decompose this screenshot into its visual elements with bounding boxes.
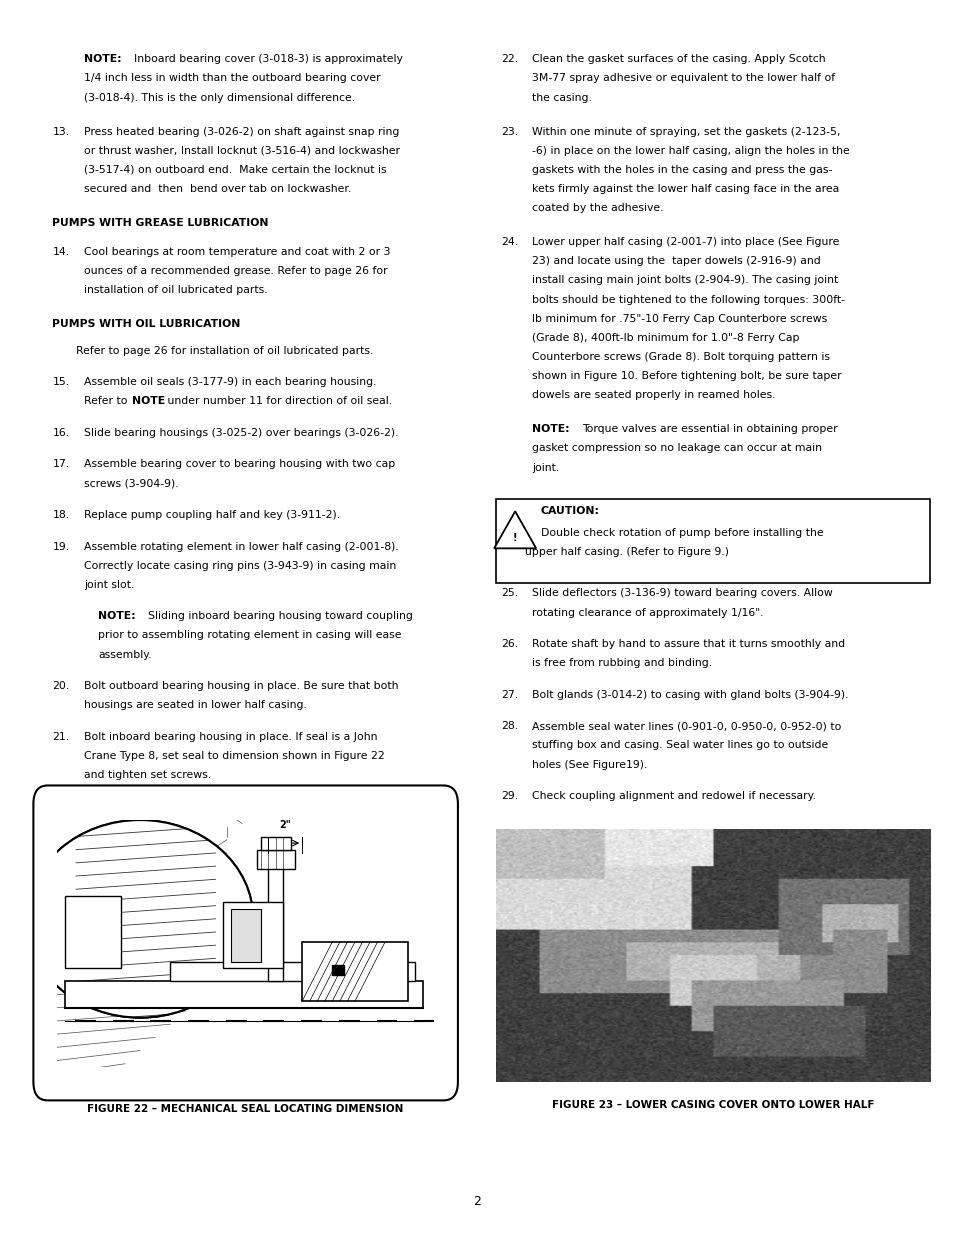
Text: Bolt outboard bearing housing in place. Be sure that both: Bolt outboard bearing housing in place. …: [84, 680, 398, 692]
Text: 2: 2: [473, 1194, 480, 1208]
Text: Double check rotation of pump before installing the: Double check rotation of pump before ins…: [540, 527, 822, 538]
Text: Assemble seal water lines (0-901-0, 0-950-0, 0-952-0) to: Assemble seal water lines (0-901-0, 0-95…: [532, 721, 841, 731]
Text: 29.: 29.: [500, 790, 517, 802]
Text: NOTE:: NOTE:: [532, 424, 569, 435]
Bar: [496, 499, 929, 583]
Text: Clean the gasket surfaces of the casing. Apply Scotch: Clean the gasket surfaces of the casing.…: [532, 54, 825, 64]
Text: housings are seated in lower half casing.: housings are seated in lower half casing…: [84, 700, 307, 710]
Polygon shape: [494, 511, 536, 548]
Text: install casing main joint bolts (2-904-9). The casing joint: install casing main joint bolts (2-904-9…: [532, 275, 838, 285]
Text: Assemble oil seals (3-177-9) in each bearing housing.: Assemble oil seals (3-177-9) in each bea…: [84, 377, 376, 388]
Text: PUMPS WITH OIL LUBRICATION: PUMPS WITH OIL LUBRICATION: [52, 319, 240, 330]
Text: shown in Figure 10. Before tightening bolt, be sure taper: shown in Figure 10. Before tightening bo…: [532, 370, 841, 382]
Text: FIGURE 22 – MECHANICAL SEAL LOCATING DIMENSION: FIGURE 22 – MECHANICAL SEAL LOCATING DIM…: [88, 1104, 403, 1114]
Text: coated by the adhesive.: coated by the adhesive.: [532, 203, 663, 214]
Text: Within one minute of spraying, set the gaskets (2-123-5,: Within one minute of spraying, set the g…: [532, 126, 840, 137]
Text: or thrust washer, Install locknut (3-516-4) and lockwasher: or thrust washer, Install locknut (3-516…: [84, 146, 399, 156]
Text: 16.: 16.: [52, 427, 70, 438]
Text: 13.: 13.: [52, 126, 70, 137]
Text: Torque valves are essential in obtaining proper: Torque valves are essential in obtaining…: [581, 424, 837, 435]
Text: Slide deflectors (3-136-9) toward bearing covers. Allow: Slide deflectors (3-136-9) toward bearin…: [532, 588, 832, 599]
Text: FIGURE 23 – LOWER CASING COVER ONTO LOWER HALF: FIGURE 23 – LOWER CASING COVER ONTO LOWE…: [551, 1100, 874, 1110]
Text: NOTE: NOTE: [132, 396, 165, 406]
Text: !: !: [513, 534, 517, 543]
Text: dowels are seated properly in reamed holes.: dowels are seated properly in reamed hol…: [532, 390, 775, 400]
Text: 27.: 27.: [500, 689, 517, 700]
Text: 17.: 17.: [52, 459, 70, 469]
Text: bolts should be tightened to the following torques: 300ft-: bolts should be tightened to the followi…: [532, 294, 844, 305]
Text: Replace pump coupling half and key (3-911-2).: Replace pump coupling half and key (3-91…: [84, 510, 339, 520]
Text: 21.: 21.: [52, 731, 70, 742]
Text: joint.: joint.: [532, 462, 559, 473]
Text: installation of oil lubricated parts.: installation of oil lubricated parts.: [84, 285, 267, 295]
Text: (Grade 8), 400ft-lb minimum for 1.0"-8 Ferry Cap: (Grade 8), 400ft-lb minimum for 1.0"-8 F…: [532, 332, 799, 343]
Text: prior to assembling rotating element in casing will ease: prior to assembling rotating element in …: [98, 630, 401, 641]
Text: NOTE:: NOTE:: [98, 611, 135, 621]
Text: -6) in place on the lower half casing, align the holes in the: -6) in place on the lower half casing, a…: [532, 146, 849, 156]
Text: Press heated bearing (3-026-2) on shaft against snap ring: Press heated bearing (3-026-2) on shaft …: [84, 126, 399, 137]
Text: NOTE:: NOTE:: [84, 54, 121, 64]
Text: 26.: 26.: [500, 638, 517, 650]
Text: Inboard bearing cover (3-018-3) is approximately: Inboard bearing cover (3-018-3) is appro…: [133, 54, 402, 64]
Text: holes (See Figure19).: holes (See Figure19).: [532, 760, 647, 769]
Text: screws (3-904-9).: screws (3-904-9).: [84, 478, 178, 489]
Text: secured and  then  bend over tab on lockwasher.: secured and then bend over tab on lockwa…: [84, 184, 351, 194]
Text: gasket compression so no leakage can occur at main: gasket compression so no leakage can occ…: [532, 443, 821, 453]
Text: Sliding inboard bearing housing toward coupling: Sliding inboard bearing housing toward c…: [148, 611, 413, 621]
Text: upper half casing. (Refer to Figure 9.): upper half casing. (Refer to Figure 9.): [524, 547, 728, 557]
Text: 1/4 inch less in width than the outboard bearing cover: 1/4 inch less in width than the outboard…: [84, 74, 380, 84]
Text: gaskets with the holes in the casing and press the gas-: gaskets with the holes in the casing and…: [532, 164, 832, 175]
Text: (3-517-4) on outboard end.  Make certain the locknut is: (3-517-4) on outboard end. Make certain …: [84, 164, 386, 175]
Text: and tighten set screws.: and tighten set screws.: [84, 769, 211, 781]
Text: the casing.: the casing.: [532, 93, 592, 103]
FancyBboxPatch shape: [33, 785, 457, 1100]
Text: is free from rubbing and binding.: is free from rubbing and binding.: [532, 658, 712, 668]
Text: 18.: 18.: [52, 510, 70, 520]
Text: Bolt inboard bearing housing in place. If seal is a John: Bolt inboard bearing housing in place. I…: [84, 731, 377, 742]
Text: 28.: 28.: [500, 721, 517, 731]
Text: 20.: 20.: [52, 680, 70, 692]
Text: 14.: 14.: [52, 247, 70, 257]
Text: 23) and locate using the  taper dowels (2-916-9) and: 23) and locate using the taper dowels (2…: [532, 256, 821, 267]
Text: 15.: 15.: [52, 377, 70, 388]
Text: PUMPS WITH GREASE LUBRICATION: PUMPS WITH GREASE LUBRICATION: [52, 217, 269, 228]
Text: Crane Type 8, set seal to dimension shown in Figure 22: Crane Type 8, set seal to dimension show…: [84, 751, 384, 761]
Text: Cool bearings at room temperature and coat with 2 or 3: Cool bearings at room temperature and co…: [84, 247, 390, 257]
Text: 25.: 25.: [500, 588, 517, 599]
Text: Bolt glands (3-014-2) to casing with gland bolts (3-904-9).: Bolt glands (3-014-2) to casing with gla…: [532, 689, 848, 700]
Text: under number 11 for direction of oil seal.: under number 11 for direction of oil sea…: [164, 396, 392, 406]
Text: joint slot.: joint slot.: [84, 579, 134, 590]
Text: Lower upper half casing (2-001-7) into place (See Figure: Lower upper half casing (2-001-7) into p…: [532, 237, 839, 247]
Text: Check coupling alignment and redowel if necessary.: Check coupling alignment and redowel if …: [532, 790, 816, 802]
Text: stuffing box and casing. Seal water lines go to outside: stuffing box and casing. Seal water line…: [532, 740, 828, 751]
Text: Slide bearing housings (3-025-2) over bearings (3-026-2).: Slide bearing housings (3-025-2) over be…: [84, 427, 398, 438]
Text: Counterbore screws (Grade 8). Bolt torquing pattern is: Counterbore screws (Grade 8). Bolt torqu…: [532, 352, 829, 362]
Text: CAUTION:: CAUTION:: [540, 506, 599, 516]
Text: Assemble bearing cover to bearing housing with two cap: Assemble bearing cover to bearing housin…: [84, 459, 395, 469]
Text: Refer to: Refer to: [84, 396, 131, 406]
Text: rotating clearance of approximately 1/16".: rotating clearance of approximately 1/16…: [532, 608, 763, 618]
Text: kets firmly against the lower half casing face in the area: kets firmly against the lower half casin…: [532, 184, 839, 194]
Text: ounces of a recommended grease. Refer to page 26 for: ounces of a recommended grease. Refer to…: [84, 266, 387, 277]
Text: Refer to page 26 for installation of oil lubricated parts.: Refer to page 26 for installation of oil…: [76, 346, 374, 356]
Text: assembly.: assembly.: [98, 650, 152, 659]
Text: lb minimum for .75"-10 Ferry Cap Counterbore screws: lb minimum for .75"-10 Ferry Cap Counter…: [532, 314, 826, 324]
Text: 3M-77 spray adhesive or equivalent to the lower half of: 3M-77 spray adhesive or equivalent to th…: [532, 74, 835, 84]
Text: 22.: 22.: [500, 54, 517, 64]
Text: 23.: 23.: [500, 126, 517, 137]
Text: 24.: 24.: [500, 237, 517, 247]
Text: (3-018-4). This is the only dimensional difference.: (3-018-4). This is the only dimensional …: [84, 93, 355, 103]
Text: Rotate shaft by hand to assure that it turns smoothly and: Rotate shaft by hand to assure that it t…: [532, 638, 844, 650]
Text: Correctly locate casing ring pins (3-943-9) in casing main: Correctly locate casing ring pins (3-943…: [84, 561, 395, 571]
Text: Assemble rotating element in lower half casing (2-001-8).: Assemble rotating element in lower half …: [84, 541, 398, 552]
Text: 19.: 19.: [52, 541, 70, 552]
